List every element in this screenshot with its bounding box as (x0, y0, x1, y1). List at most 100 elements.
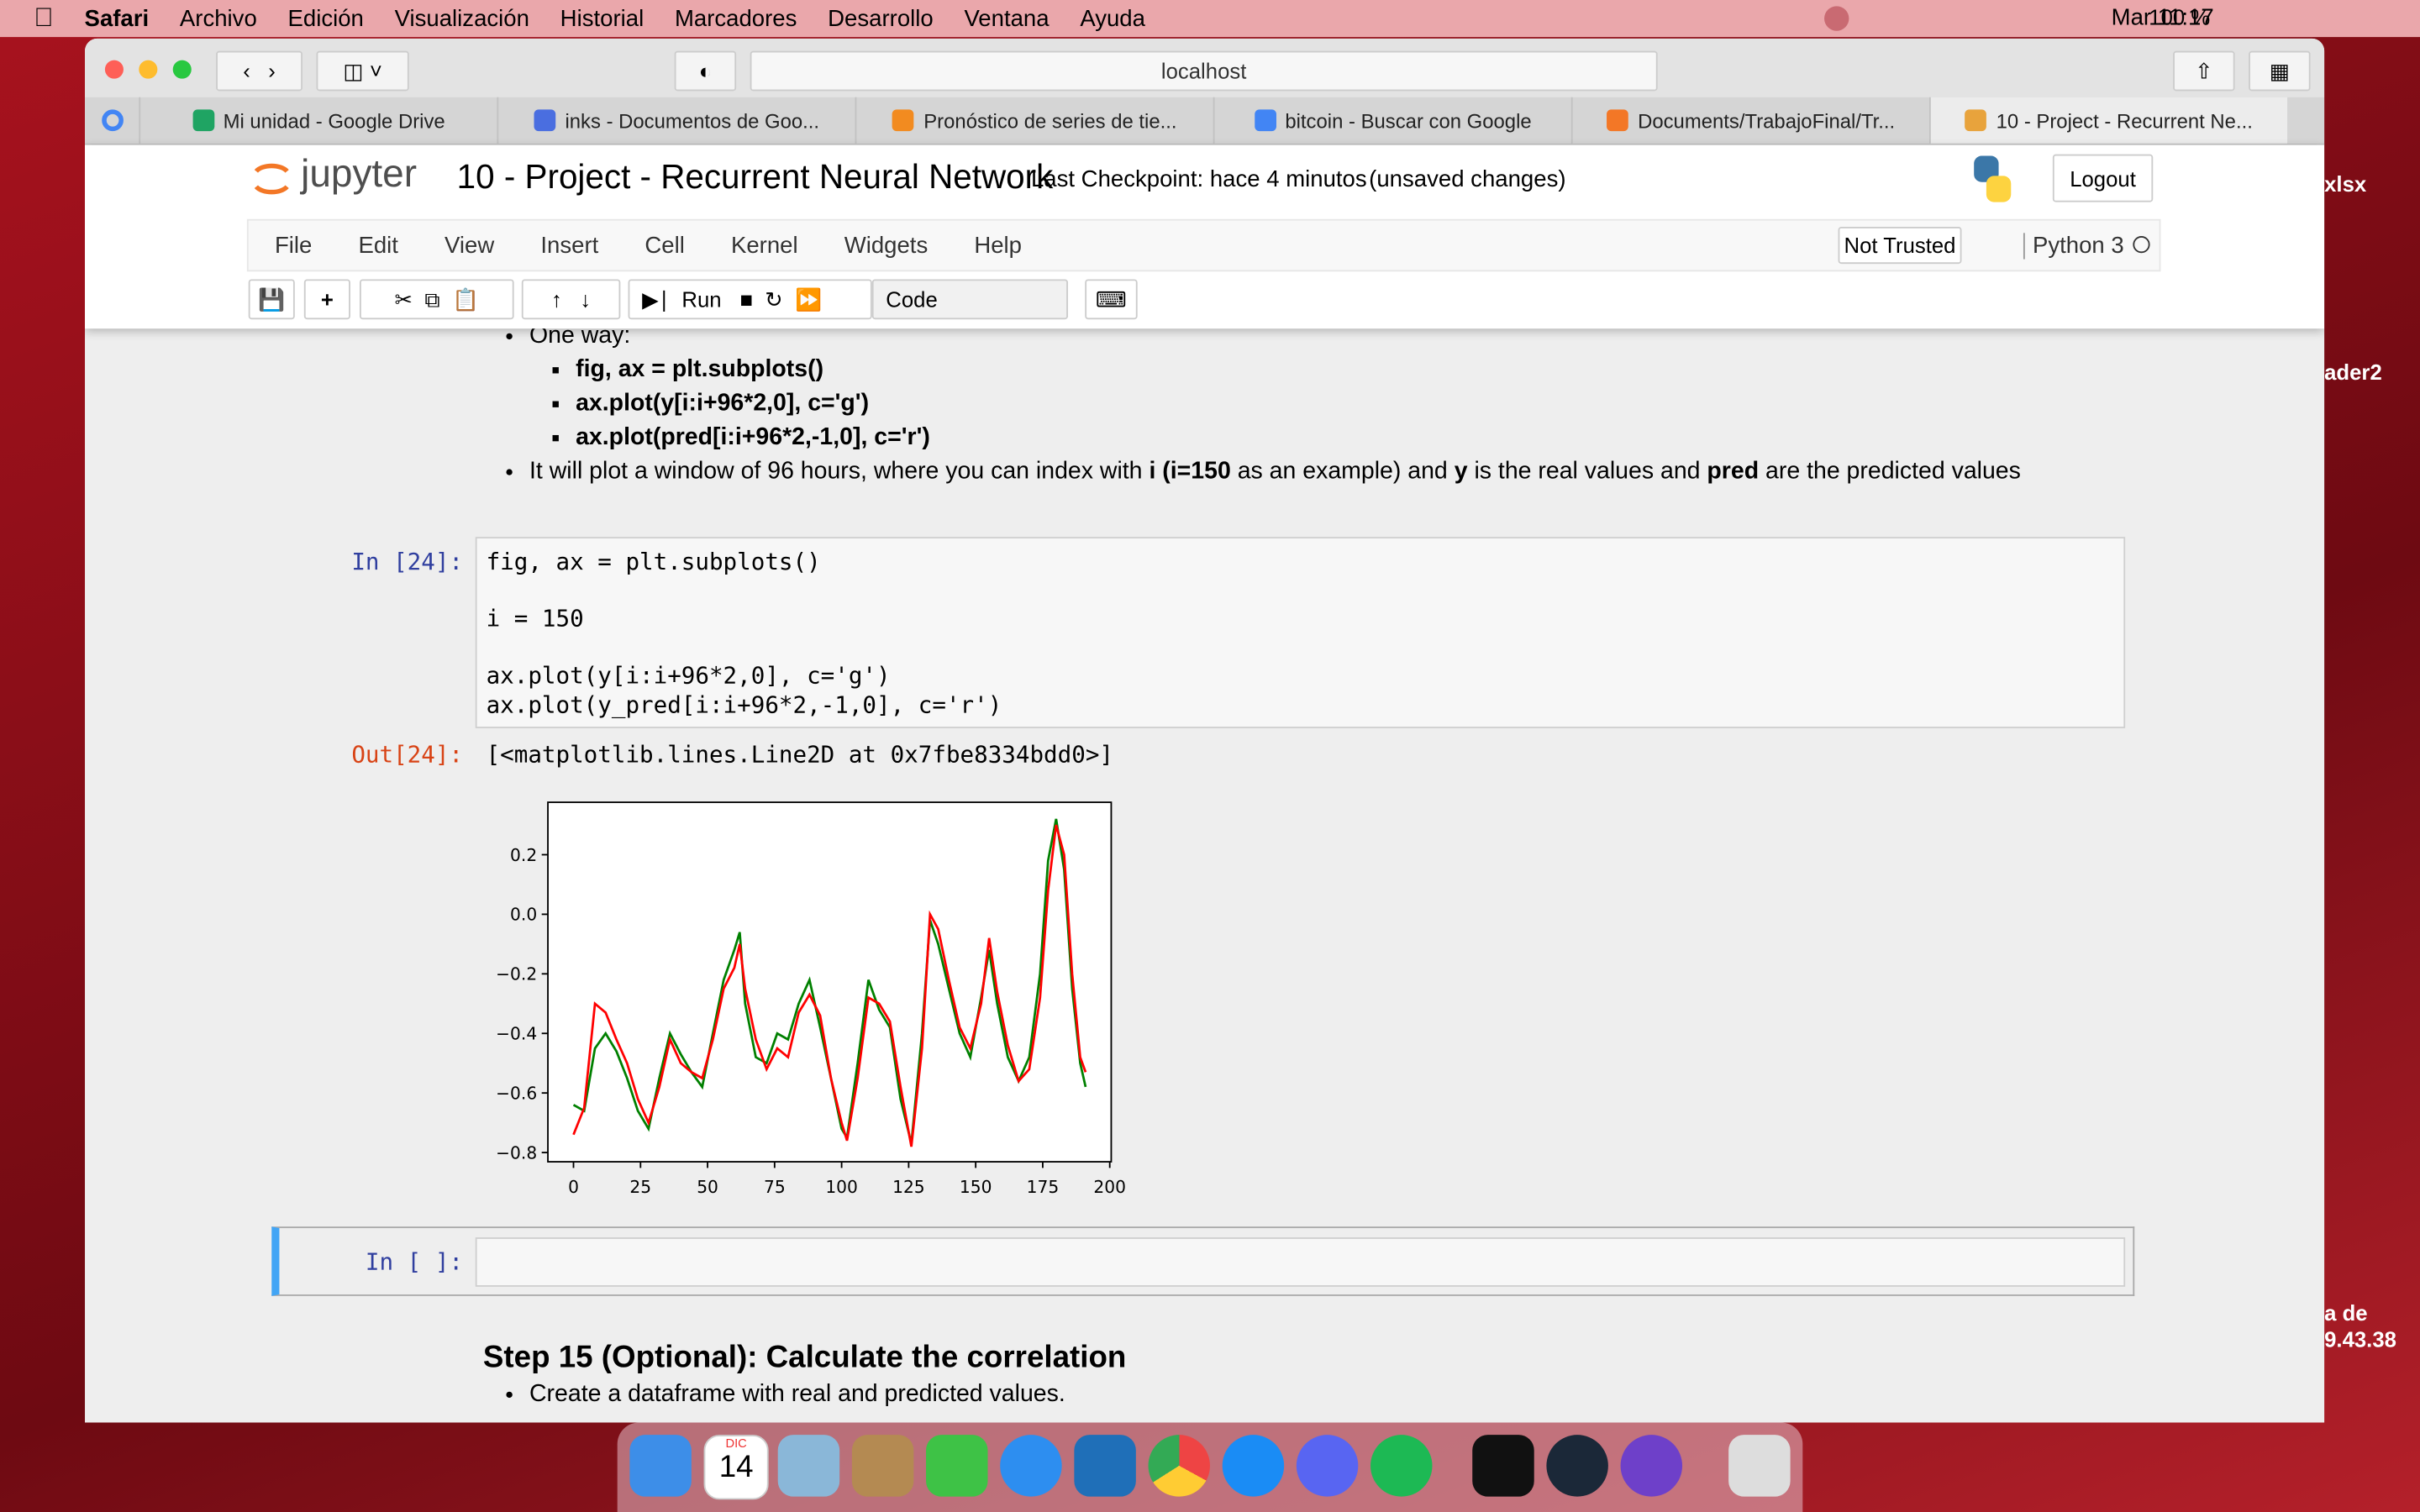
python-logo (1974, 155, 2012, 202)
github-desktop[interactable] (1620, 1435, 1683, 1497)
selected-cell[interactable] (271, 1226, 2135, 1296)
menu-item[interactable]: Ayuda (1060, 5, 1145, 32)
menu-item[interactable]: Desarrollo (808, 5, 934, 32)
dock: DIC 14 (617, 1422, 1803, 1512)
tab-title: Mi unidad - Google Drive (223, 108, 445, 133)
x-tick-label: 75 (764, 1177, 786, 1197)
clock[interactable]: Mar 11:17 (2111, 4, 2214, 31)
x-tick-label: 175 (1027, 1177, 1060, 1197)
y-tick-label: −0.2 (496, 964, 537, 984)
tab-title: inks - Documentos de Goo... (565, 108, 820, 133)
cell-type-select[interactable]: Code (871, 279, 1069, 320)
data-line (572, 818, 1087, 1144)
discord[interactable] (1296, 1435, 1359, 1497)
minimize[interactable] (139, 60, 158, 79)
contacts[interactable] (851, 1435, 914, 1497)
section-heading: Step 15 (Optional): Calculate the correl… (482, 1341, 1127, 1375)
address-bar[interactable]: localhost (750, 50, 1658, 92)
tabs-button[interactable]: ▦ (2249, 50, 2311, 92)
menu-item[interactable]: Insert (540, 233, 599, 260)
notebook-title[interactable]: 10 - Project - Recurrent Neural Network (456, 157, 1054, 197)
chrome[interactable] (1148, 1435, 1211, 1497)
finder[interactable] (629, 1435, 692, 1497)
trusted-indicator[interactable]: Not Trusted (1838, 227, 1962, 265)
share-button[interactable]: ⇧ (2173, 50, 2235, 92)
steam[interactable] (1546, 1435, 1608, 1497)
jupyter-logo-icon (254, 163, 289, 195)
menu-item[interactable]: Help (974, 233, 1023, 260)
menu-items: File Edit View Insert Cell Kernel Widgets Help (275, 233, 1022, 259)
menu-item[interactable]: Marcadores (655, 5, 797, 32)
tab[interactable]: inks - Documentos de Goo... (497, 97, 855, 144)
tab-icon (892, 109, 915, 132)
checkpoint: Last Checkpoint: hace 4 minutos (1030, 166, 1367, 193)
close[interactable] (104, 60, 124, 79)
tab[interactable]: 10 - Project - Recurrent Ne... (1928, 97, 2288, 144)
run-button[interactable]: Run (681, 286, 722, 312)
add-cell-button[interactable]: + (303, 279, 350, 320)
text-run: i (i=150 (1149, 458, 1231, 485)
trash[interactable] (1728, 1435, 1791, 1497)
menu-item[interactable]: Edición (268, 5, 364, 32)
tab[interactable]: Pronóstico de series de tie... (855, 97, 1213, 144)
save-button[interactable]: 💾 (248, 279, 295, 320)
logout-button[interactable]: Logout (2052, 154, 2154, 202)
tab[interactable]: Documents/TrabajoFinal/Tr... (1570, 97, 1929, 144)
nav-buttons[interactable]: ‹ › (216, 50, 303, 92)
terminal[interactable] (1472, 1435, 1534, 1497)
calendar-day: 14 (718, 1450, 754, 1484)
keyboard-button[interactable]: ⌨ (1085, 279, 1138, 320)
y-tick-label: −0.8 (496, 1142, 537, 1163)
menu-item[interactable]: Edit (358, 233, 398, 260)
code-cell[interactable]: fig, ax = plt.subplots() i = 150 ax.plot(y… (475, 537, 2126, 728)
plot-background (548, 802, 1112, 1163)
sidebar-button[interactable]: ◫ ˅ (316, 50, 409, 92)
tab-icon (192, 109, 214, 132)
menu-item[interactable]: Visualización (375, 5, 529, 32)
empty-code-input[interactable] (475, 1237, 2126, 1287)
menu-item[interactable]: Historial (540, 5, 644, 32)
app-menu[interactable]: Safari (65, 5, 150, 32)
jupyter-logo[interactable]: jupyter (301, 152, 418, 197)
code-line: i = 150 (486, 605, 584, 633)
output-text: [<matplotlib.lines.Line2D at 0x7fbe8334b… (486, 740, 1114, 769)
move-buttons[interactable]: ↑ ↓ (521, 279, 621, 320)
safari[interactable] (1000, 1435, 1062, 1497)
menu-bar: File Edit View Insert Cell Kernel Widgets Help … (246, 218, 2161, 272)
bullet: It will plot a window of 96 hours, where… (529, 455, 2021, 489)
calendar[interactable]: DIC 14 (703, 1435, 769, 1500)
tab[interactable]: Mi unidad - Google Drive (139, 97, 497, 144)
autosave-status: (unsaved changes) (1369, 166, 1566, 193)
tab[interactable]: bitcoin - Buscar con Google (1213, 97, 1571, 144)
kernel-name: Python 3 (2023, 233, 2124, 260)
tab-title: Documents/TrabajoFinal/Tr... (1638, 108, 1896, 133)
tab-icon (1965, 109, 1987, 132)
spotify[interactable] (1370, 1435, 1433, 1497)
menu-item[interactable]: File (274, 233, 313, 260)
x-tick-label: 200 (1093, 1177, 1126, 1197)
preview[interactable] (777, 1435, 840, 1497)
x-tick-label: 50 (697, 1177, 718, 1197)
app-store[interactable] (1222, 1435, 1285, 1497)
code-line: ax.plot(y_pred[i:i+96*2,-1,0], c='r') (486, 690, 1002, 719)
facetime[interactable] (926, 1435, 988, 1497)
menu-item[interactable]: Cell (644, 233, 685, 260)
privacy-button[interactable]: ◐ (674, 50, 737, 92)
menu-item[interactable]: Widgets (844, 233, 929, 260)
edit-buttons[interactable]: ✂ ⧉ 📋 (359, 279, 514, 320)
tab-title: bitcoin - Buscar con Google (1285, 108, 1532, 133)
menu-item[interactable]: Ventana (944, 5, 1049, 32)
menu-item[interactable]: View (445, 233, 495, 260)
run-controls[interactable]: ▶∣ Run ■ ↻ ⏩ (628, 279, 872, 320)
browser-toolbar: ‹ › ◫ ˅ ◐ localhost ⇧ ▦ (85, 38, 2325, 97)
vscode[interactable] (1074, 1435, 1136, 1497)
pinned-tab[interactable] (85, 97, 139, 144)
zoom[interactable] (172, 60, 192, 79)
bullet: Create a dataframe with real and predict… (529, 1378, 1065, 1411)
apple-menu[interactable]:  (34, 3, 53, 34)
menubar:  Safari Archivo Edición Visualización Histo… (0, 0, 2420, 38)
status-icon[interactable] (1824, 6, 1849, 31)
menu-item[interactable]: Archivo (160, 5, 257, 32)
menu-item[interactable]: Kernel (730, 233, 798, 260)
